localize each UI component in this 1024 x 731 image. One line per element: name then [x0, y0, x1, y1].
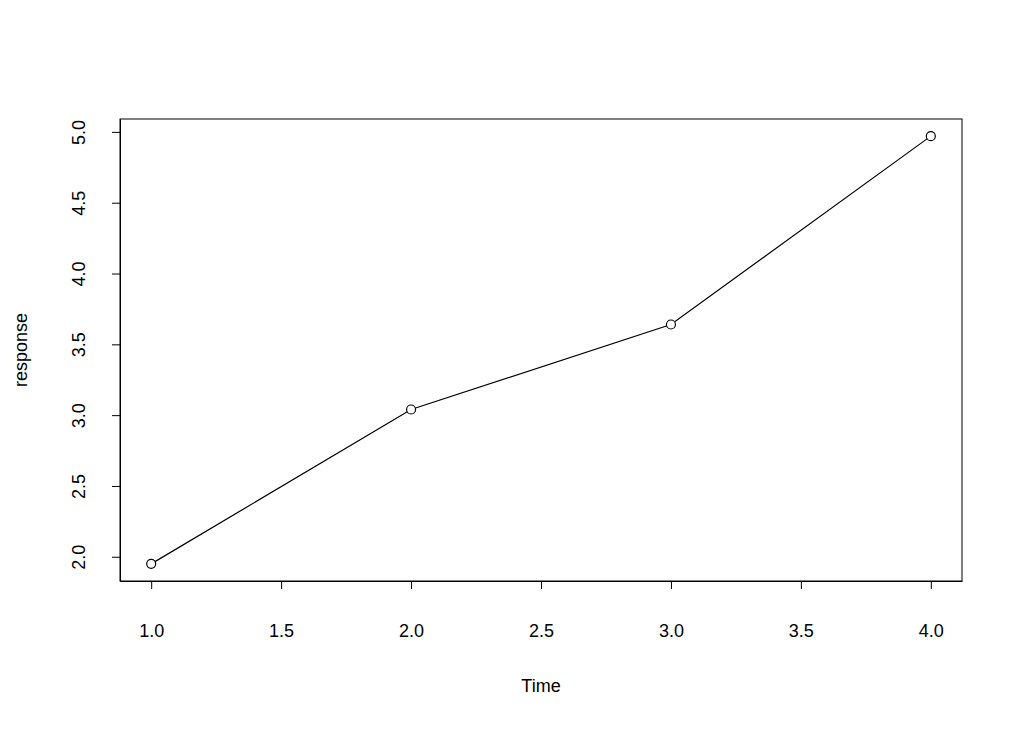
y-axis: 2.0 2.5 3.0 3.5 4.0 4.5 5.0 — [69, 120, 121, 582]
x-tick-label: 2.0 — [399, 621, 424, 641]
y-tick-label: 2.5 — [69, 474, 89, 499]
plot: 1.0 1.5 2.0 2.5 3.0 3.5 4.0 2.0 2.5 3.0 3.5 4.0 4.5 5… — [69, 119, 963, 641]
x-axis: 1.0 1.5 2.0 2.5 3.0 3.5 4.0 — [121, 581, 963, 641]
y-tick: 5.0 — [69, 120, 120, 145]
x-tick-mark — [801, 581, 802, 589]
x-tick-mark — [931, 581, 932, 589]
x-tick: 3.0 — [659, 581, 684, 641]
point — [926, 132, 935, 141]
data-layer — [147, 132, 936, 569]
chart: 1.0 1.5 2.0 2.5 3.0 3.5 4.0 2.0 2.5 3.0 3.5 4.0 4.5 5… — [0, 0, 1024, 731]
y-tick: 4.5 — [69, 191, 120, 216]
x-tick-label: 2.5 — [529, 621, 554, 641]
plot-frame — [120, 119, 962, 581]
y-tick-mark — [112, 132, 120, 133]
x-tick-label: 1.5 — [269, 621, 294, 641]
point — [666, 320, 675, 329]
y-tick-label: 5.0 — [69, 120, 89, 145]
x-tick-label: 1.0 — [139, 621, 164, 641]
x-axis-title: Time — [521, 676, 560, 696]
y-tick-mark — [112, 203, 120, 204]
y-tick: 2.0 — [69, 545, 120, 570]
y-tick: 4.0 — [69, 262, 120, 287]
x-tick-mark — [671, 581, 672, 589]
x-tick: 4.0 — [919, 581, 944, 641]
y-tick-mark — [112, 344, 120, 345]
y-tick: 2.5 — [69, 474, 120, 499]
x-tick-mark — [541, 581, 542, 589]
y-tick-mark — [112, 415, 120, 416]
y-tick-mark — [112, 557, 120, 558]
y-tick: 3.5 — [69, 332, 120, 357]
point — [407, 405, 416, 414]
y-axis-title: response — [11, 313, 31, 387]
x-tick: 2.5 — [529, 581, 554, 641]
y-axis-line — [120, 120, 121, 582]
x-tick: 3.5 — [789, 581, 814, 641]
y-tick-mark — [112, 274, 120, 275]
x-tick-mark — [151, 581, 152, 589]
point — [147, 559, 156, 568]
x-tick-label: 4.0 — [919, 621, 944, 641]
y-tick: 3.0 — [69, 403, 120, 428]
y-tick-label: 2.0 — [69, 545, 89, 570]
x-tick: 2.0 — [399, 581, 424, 641]
x-tick-label: 3.0 — [659, 621, 684, 641]
x-tick-label: 3.5 — [789, 621, 814, 641]
x-tick-mark — [411, 581, 412, 589]
x-tick: 1.5 — [269, 581, 294, 641]
x-tick-mark — [281, 581, 282, 589]
x-tick: 1.0 — [139, 581, 164, 641]
y-tick-label: 3.5 — [69, 332, 89, 357]
y-tick-label: 4.0 — [69, 262, 89, 287]
y-tick-label: 4.5 — [69, 191, 89, 216]
y-tick-label: 3.0 — [69, 403, 89, 428]
line — [151, 136, 931, 564]
y-tick-mark — [112, 486, 120, 487]
